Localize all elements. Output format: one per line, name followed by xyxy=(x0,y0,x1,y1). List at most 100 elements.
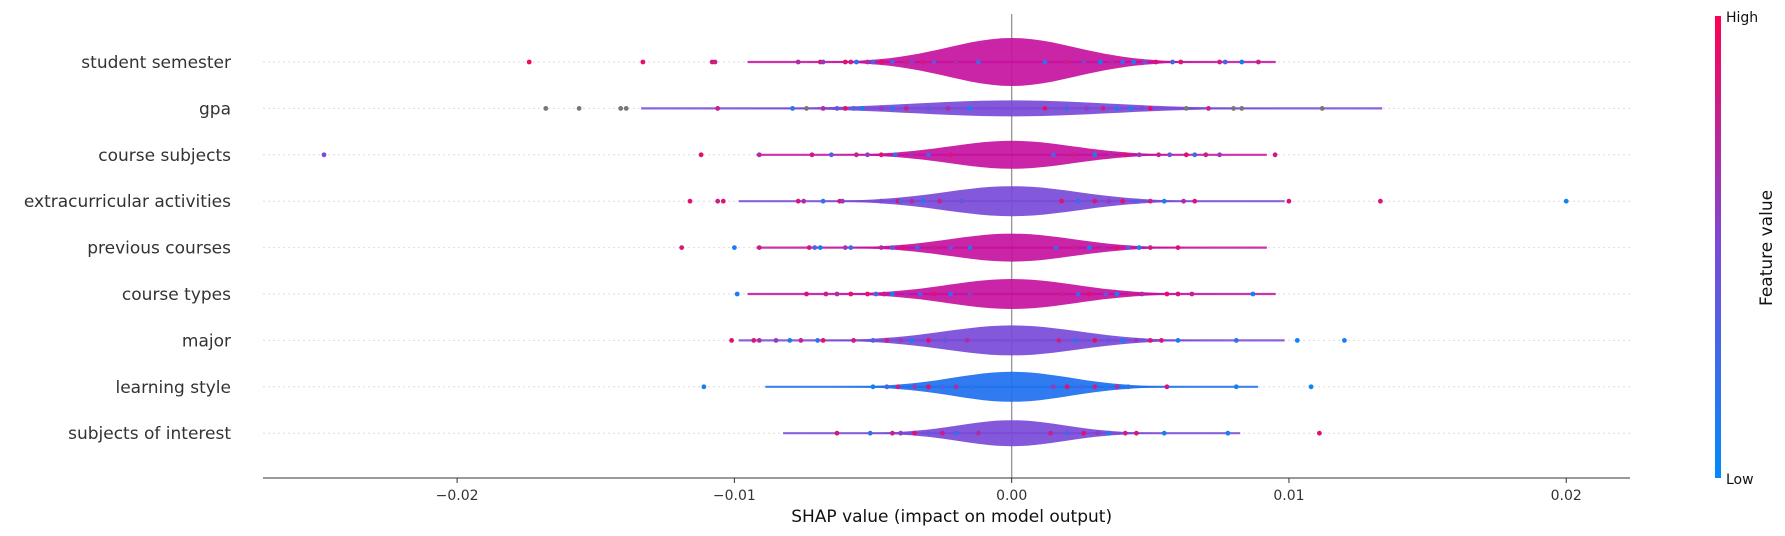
shap-point xyxy=(878,152,884,158)
shap-point xyxy=(1086,245,1092,251)
shap-point xyxy=(812,245,818,251)
shap-point xyxy=(939,384,945,390)
shap-point xyxy=(640,59,646,65)
shap-point xyxy=(1159,338,1164,343)
shap-point xyxy=(901,245,906,251)
shap-point xyxy=(809,152,815,158)
shap-point xyxy=(1064,106,1070,111)
shap-point xyxy=(820,59,826,65)
shap-point xyxy=(820,338,826,343)
shap-point xyxy=(787,338,793,343)
feature-label: major xyxy=(182,331,231,351)
shap-point xyxy=(623,106,629,111)
shap-point xyxy=(834,106,840,111)
shap-point xyxy=(945,106,951,111)
shap-point xyxy=(1239,106,1245,111)
shap-point xyxy=(1161,430,1167,436)
shap-point xyxy=(834,430,840,436)
shap-point xyxy=(1114,106,1120,111)
shap-point xyxy=(1317,430,1322,436)
shap-point xyxy=(1192,198,1198,204)
shap-point xyxy=(898,198,904,204)
feature-label: learning style xyxy=(115,378,231,398)
shap-point xyxy=(1250,291,1256,297)
shap-point xyxy=(1064,59,1070,65)
shap-point xyxy=(804,291,809,297)
shap-point xyxy=(953,430,959,436)
shap-point xyxy=(1131,59,1137,65)
shap-point xyxy=(734,291,740,297)
shap-point xyxy=(840,198,845,204)
shap-point xyxy=(715,198,721,204)
shap-point xyxy=(842,59,848,65)
shap-point xyxy=(1233,338,1239,343)
shap-point xyxy=(1342,338,1347,343)
x-tick-label: 0.01 xyxy=(1273,488,1304,504)
shap-point xyxy=(1125,384,1131,390)
shap-point xyxy=(1086,291,1092,297)
feature-label: subjects of interest xyxy=(68,424,231,444)
shap-point xyxy=(1081,430,1087,436)
shap-point xyxy=(576,106,582,111)
shap-point xyxy=(618,106,624,111)
shap-point xyxy=(1164,291,1170,297)
shap-point xyxy=(679,245,685,251)
shap-point xyxy=(1147,245,1153,251)
feature-label: extracurricular activities xyxy=(24,192,231,212)
shap-point xyxy=(1175,338,1181,343)
shap-point xyxy=(878,106,884,111)
shap-point xyxy=(898,338,904,343)
shap-point xyxy=(942,338,948,343)
shap-point xyxy=(870,338,876,343)
shap-point xyxy=(834,291,840,297)
shap-point xyxy=(1192,152,1198,158)
shap-point xyxy=(920,198,926,204)
shap-point xyxy=(1256,59,1261,65)
shap-point xyxy=(1059,198,1064,204)
shap-point xyxy=(1100,245,1106,251)
shap-point xyxy=(842,245,848,251)
colorbar xyxy=(1715,16,1721,478)
shap-point xyxy=(1075,291,1081,297)
shap-point xyxy=(1161,198,1167,204)
shap-point xyxy=(873,291,879,297)
shap-point xyxy=(1222,59,1228,65)
shap-point xyxy=(820,106,826,111)
shap-point xyxy=(865,291,870,297)
shap-point xyxy=(1294,338,1300,343)
shap-point xyxy=(926,384,931,390)
shap-point xyxy=(1563,198,1569,204)
x-tick-label: 0.00 xyxy=(996,488,1027,504)
shap-point xyxy=(1175,291,1181,297)
shap-point xyxy=(687,198,693,204)
shap-point xyxy=(1272,152,1278,158)
shap-point xyxy=(1308,384,1314,390)
shap-point xyxy=(1050,152,1056,158)
shap-point xyxy=(948,245,954,251)
shap-point xyxy=(795,59,801,65)
shap-point xyxy=(756,338,762,343)
shap-point xyxy=(801,198,807,204)
shap-point xyxy=(903,106,909,111)
shap-point xyxy=(854,59,859,65)
shap-point xyxy=(1147,106,1153,111)
shap-point xyxy=(926,338,931,343)
shap-point xyxy=(976,430,981,436)
shap-point xyxy=(1183,106,1189,111)
shap-point xyxy=(931,59,937,65)
shap-point xyxy=(701,384,707,390)
colorbar-low-label: Low xyxy=(1726,472,1754,488)
shap-point xyxy=(967,245,973,251)
shap-point xyxy=(795,198,801,204)
shap-point xyxy=(1070,152,1076,158)
shap-point xyxy=(953,384,959,390)
shap-point xyxy=(756,245,762,251)
shap-point xyxy=(937,198,942,204)
shap-point xyxy=(1181,198,1186,204)
shap-point xyxy=(1147,198,1153,204)
shap-point xyxy=(806,245,812,251)
feature-label: course subjects xyxy=(98,146,231,166)
shap-point xyxy=(895,384,901,390)
shap-point xyxy=(1164,384,1170,390)
